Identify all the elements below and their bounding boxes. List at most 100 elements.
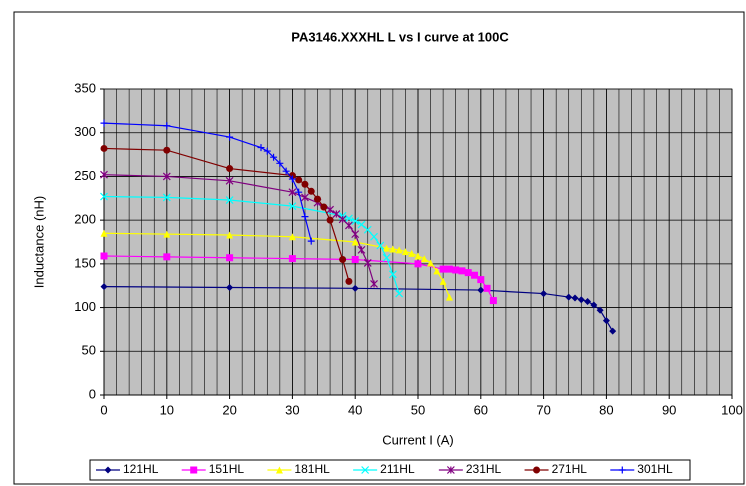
y-tick-label: 250 xyxy=(74,168,96,183)
marker xyxy=(288,233,296,241)
y-axis-label: Inductance (nH) xyxy=(31,196,46,289)
marker xyxy=(577,296,585,304)
marker xyxy=(477,286,485,294)
series-line xyxy=(103,122,312,242)
series-line xyxy=(103,174,375,285)
marker xyxy=(163,253,171,261)
marker xyxy=(370,280,378,288)
y-tick-label: 150 xyxy=(74,255,96,270)
x-tick-label: 20 xyxy=(222,402,236,417)
marker xyxy=(320,203,328,211)
marker xyxy=(565,293,573,301)
marker xyxy=(351,230,360,239)
marker xyxy=(395,246,403,254)
marker xyxy=(357,220,366,229)
marker xyxy=(370,232,378,241)
legend-label: 151HL xyxy=(209,462,245,476)
legend-label: 271HL xyxy=(552,462,588,476)
marker xyxy=(483,284,491,292)
marker xyxy=(383,244,391,252)
chart-title: PA3146.XXXHL L vs I curve at 100C xyxy=(291,29,509,44)
marker xyxy=(307,237,315,245)
marker xyxy=(420,255,428,263)
marker xyxy=(361,466,370,474)
legend-box xyxy=(89,459,691,481)
marker xyxy=(332,210,341,218)
marker xyxy=(257,144,265,152)
marker xyxy=(433,267,441,275)
marker xyxy=(439,265,447,273)
marker xyxy=(427,259,435,267)
series-line xyxy=(103,147,350,282)
marker xyxy=(351,255,359,263)
x-tick-label: 10 xyxy=(160,402,174,417)
marker xyxy=(225,196,234,204)
marker xyxy=(339,255,347,263)
marker xyxy=(190,466,198,474)
marker xyxy=(458,267,466,275)
marker xyxy=(401,248,409,256)
marker xyxy=(100,170,108,179)
x-axis-label: Current I (A) xyxy=(382,432,454,447)
marker xyxy=(100,192,108,201)
marker xyxy=(471,271,479,279)
marker xyxy=(609,327,617,335)
marker xyxy=(618,466,626,474)
marker xyxy=(533,466,541,474)
marker xyxy=(326,205,335,214)
marker xyxy=(100,252,108,260)
marker xyxy=(596,306,604,314)
marker xyxy=(351,284,359,292)
series-line xyxy=(103,195,400,294)
legend-label: 121HL xyxy=(123,462,159,476)
marker xyxy=(338,215,347,224)
marker xyxy=(571,294,579,302)
marker xyxy=(477,276,485,284)
marker xyxy=(314,195,322,203)
marker xyxy=(163,146,171,154)
marker xyxy=(226,283,234,291)
marker xyxy=(584,297,592,305)
marker xyxy=(445,265,453,273)
y-tick-label: 100 xyxy=(74,299,96,314)
marker xyxy=(408,249,416,257)
marker xyxy=(344,221,353,230)
marker xyxy=(414,260,422,268)
marker xyxy=(382,253,391,262)
legend-label: 301HL xyxy=(637,462,673,476)
marker xyxy=(590,301,598,309)
marker xyxy=(288,188,297,197)
marker xyxy=(288,255,296,263)
marker xyxy=(363,225,372,234)
marker xyxy=(162,172,171,181)
marker xyxy=(295,188,303,196)
marker xyxy=(162,193,171,202)
marker xyxy=(226,231,234,239)
marker xyxy=(540,290,548,298)
series-line xyxy=(103,232,450,298)
marker xyxy=(326,216,334,224)
legend-label: 211HL xyxy=(380,462,415,476)
marker xyxy=(351,238,359,246)
marker xyxy=(388,270,397,279)
x-tick-label: 80 xyxy=(599,402,613,417)
marker xyxy=(301,180,309,188)
marker xyxy=(100,144,108,152)
x-tick-label: 0 xyxy=(100,402,107,417)
marker xyxy=(414,252,422,260)
marker xyxy=(301,193,309,202)
y-tick-label: 200 xyxy=(74,212,96,227)
marker xyxy=(288,202,297,211)
marker xyxy=(270,153,278,161)
x-tick-label: 70 xyxy=(536,402,550,417)
marker xyxy=(389,245,397,253)
marker xyxy=(395,289,404,298)
y-tick-label: 350 xyxy=(74,80,96,95)
marker xyxy=(446,466,455,474)
marker xyxy=(263,147,271,155)
legend-label: 181HL xyxy=(294,462,330,476)
marker xyxy=(344,214,353,223)
x-tick-label: 40 xyxy=(348,402,362,417)
marker xyxy=(163,122,171,130)
marker xyxy=(226,254,234,262)
